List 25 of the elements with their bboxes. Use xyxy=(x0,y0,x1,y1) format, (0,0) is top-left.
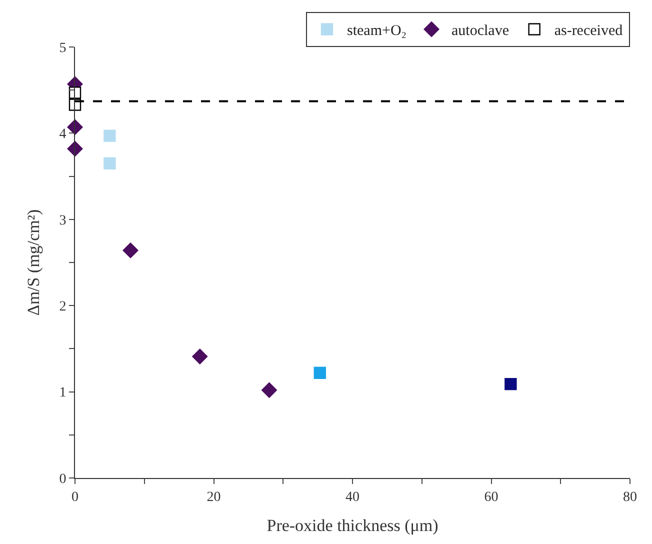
point xyxy=(192,348,208,364)
y-tick-label: 0 xyxy=(59,472,66,487)
point xyxy=(122,242,138,258)
point xyxy=(104,130,116,142)
x-tick-label: 80 xyxy=(623,490,637,505)
point xyxy=(67,119,83,135)
x-axis-title: Pre-oxide thickness (μm) xyxy=(266,516,438,536)
y-tick-label: 1 xyxy=(59,386,66,401)
legend-label: as-received xyxy=(554,23,624,40)
point xyxy=(262,382,277,398)
legend-label: steam+O₂ xyxy=(347,23,407,40)
point xyxy=(504,378,517,390)
point xyxy=(68,86,82,99)
y-tick-label: 5 xyxy=(59,40,66,56)
x-tick-label: 60 xyxy=(484,490,498,505)
y-axis-title: Δm/S (mg/cm²) xyxy=(24,209,43,316)
x-tick-label: 20 xyxy=(206,490,221,505)
point xyxy=(104,157,116,170)
x-tick-label: 0 xyxy=(72,490,78,505)
legend-label: autoclave xyxy=(452,23,510,40)
x-tick-label: 40 xyxy=(346,490,360,505)
y-tick-label: 3 xyxy=(59,213,66,228)
y-tick-label: 2 xyxy=(59,300,66,314)
point xyxy=(314,366,326,379)
y-tick-label: 4 xyxy=(59,127,66,142)
